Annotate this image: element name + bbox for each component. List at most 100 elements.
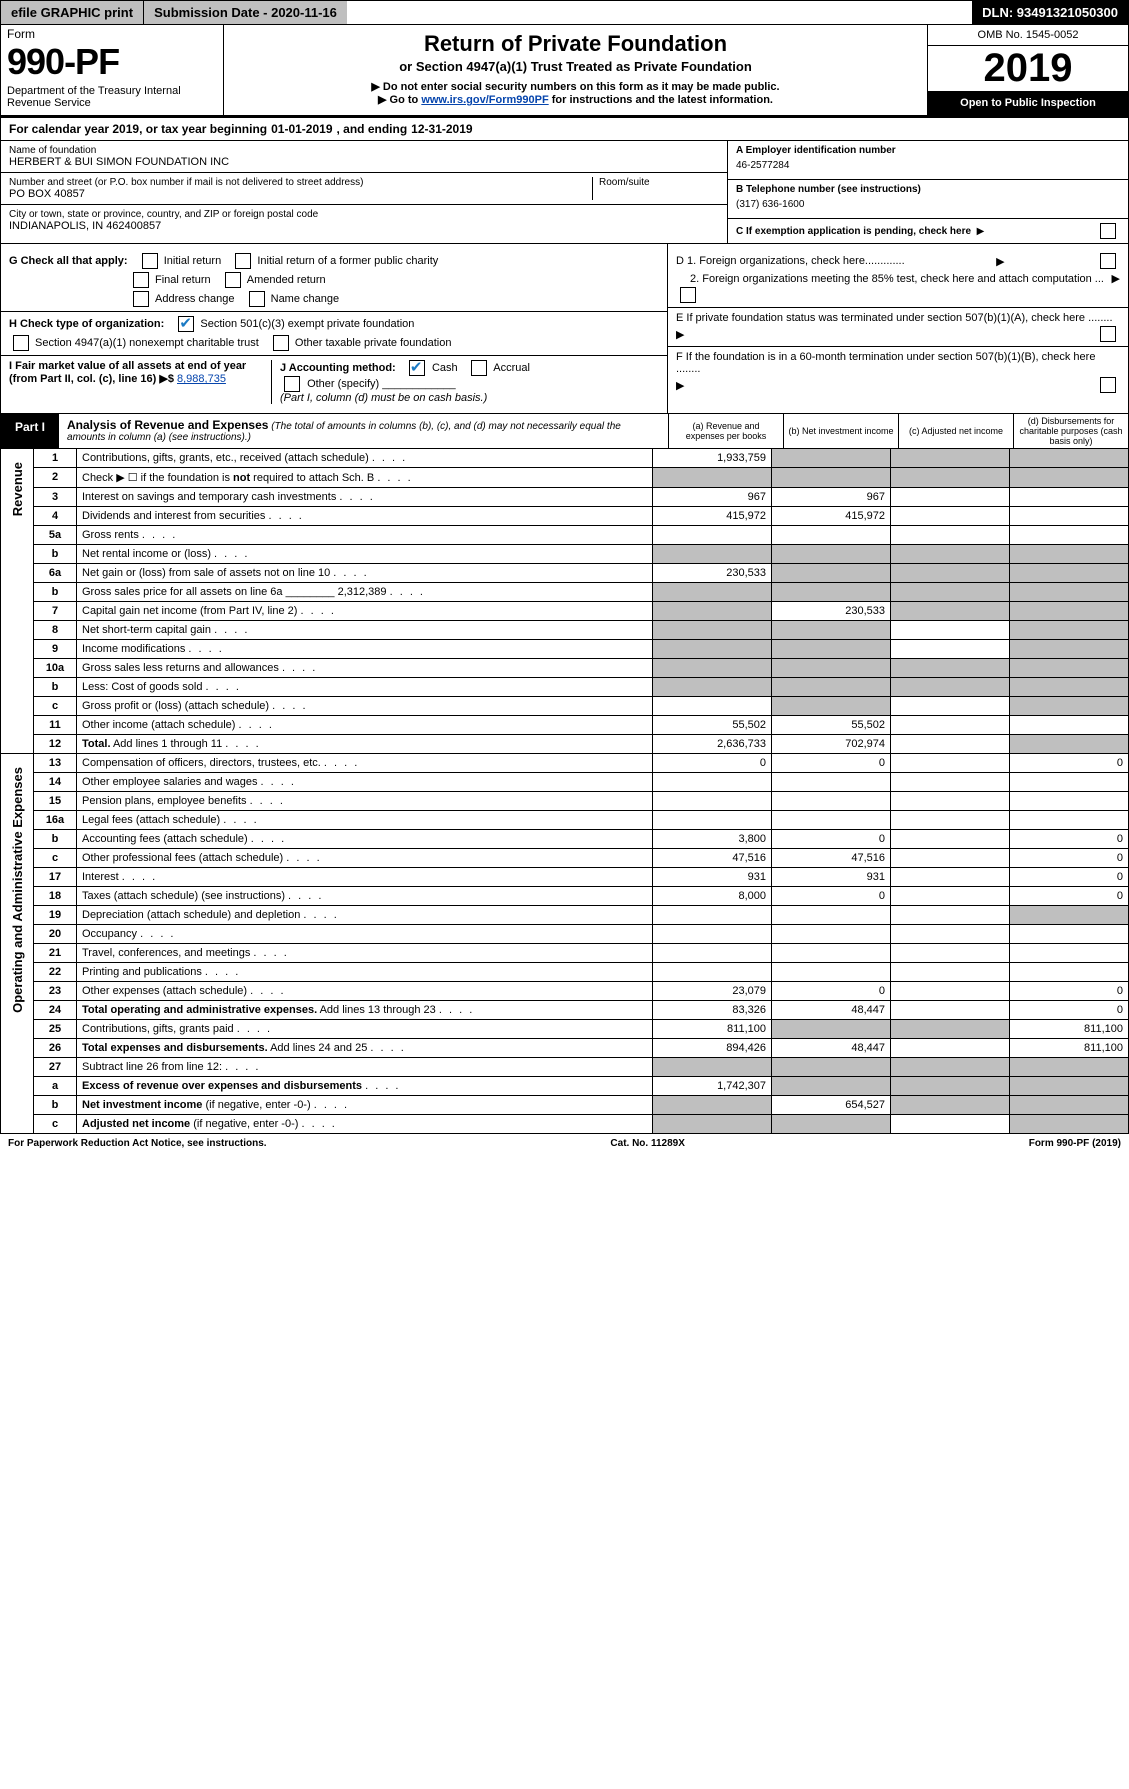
cell-col-b: 0 [772, 887, 891, 906]
cell-col-c [891, 526, 1010, 545]
accrual-checkbox[interactable] [471, 360, 487, 376]
cell-col-a: 415,972 [653, 507, 772, 526]
ein-label: A Employer identification number [736, 145, 896, 156]
cell-col-a: 55,502 [653, 716, 772, 735]
cell-col-c [891, 1020, 1010, 1039]
cell-col-c [891, 583, 1010, 602]
cell-col-d [1010, 449, 1129, 468]
cell-col-a [653, 468, 772, 488]
part1-table: Revenue1Contributions, gifts, grants, et… [0, 448, 1129, 1134]
cell-col-b [772, 792, 891, 811]
line-number: 8 [34, 621, 77, 640]
amended-return-checkbox[interactable] [225, 272, 241, 288]
cell-col-d: 0 [1010, 754, 1129, 773]
addr-label: Number and street (or P.O. box number if… [9, 177, 592, 188]
cell-col-b [772, 1115, 891, 1134]
cell-col-a [653, 640, 772, 659]
address: PO BOX 40857 [9, 188, 592, 200]
initial-return-checkbox[interactable] [142, 253, 158, 269]
line-desc: Net investment income (if negative, ente… [77, 1096, 653, 1115]
cell-col-b: 702,974 [772, 735, 891, 754]
address-change-checkbox[interactable] [133, 291, 149, 307]
name-change-checkbox[interactable] [249, 291, 265, 307]
fmv-value[interactable]: 8,988,735 [177, 373, 226, 385]
line-desc: Other professional fees (attach schedule… [77, 849, 653, 868]
form-footer: Form 990-PF (2019) [1029, 1138, 1121, 1149]
tax-year: 2019 [928, 46, 1128, 91]
cell-col-d [1010, 735, 1129, 754]
cell-col-d [1010, 621, 1129, 640]
line-number: 3 [34, 488, 77, 507]
cell-col-c [891, 830, 1010, 849]
f-label: F If the foundation is in a 60-month ter… [676, 351, 1120, 375]
cell-col-c [891, 735, 1010, 754]
e-checkbox[interactable] [1100, 326, 1116, 342]
cell-col-d [1010, 564, 1129, 583]
f-checkbox[interactable] [1100, 377, 1116, 393]
line-desc: Total expenses and disbursements. Add li… [77, 1039, 653, 1058]
line-number: 5a [34, 526, 77, 545]
table-row: cGross profit or (loss) (attach schedule… [1, 697, 1129, 716]
line-desc: Gross profit or (loss) (attach schedule)… [77, 697, 653, 716]
cell-col-b: 967 [772, 488, 891, 507]
table-row: bAccounting fees (attach schedule) . . .… [1, 830, 1129, 849]
cell-col-c [891, 602, 1010, 621]
d2-checkbox[interactable] [680, 287, 696, 303]
h-label: H Check type of organization: [9, 318, 164, 330]
form-subtitle: or Section 4947(a)(1) Trust Treated as P… [232, 59, 919, 74]
cell-col-d [1010, 1096, 1129, 1115]
irs-link[interactable]: www.irs.gov/Form990PF [421, 94, 548, 106]
city-state-zip: INDIANAPOLIS, IN 462400857 [9, 220, 719, 232]
table-row: aExcess of revenue over expenses and dis… [1, 1077, 1129, 1096]
501c3-checkbox[interactable] [178, 316, 194, 332]
line-number: c [34, 1115, 77, 1134]
table-row: 24Total operating and administrative exp… [1, 1001, 1129, 1020]
cell-col-d: 0 [1010, 868, 1129, 887]
initial-former-checkbox[interactable] [235, 253, 251, 269]
cell-col-a: 23,079 [653, 982, 772, 1001]
final-return-checkbox[interactable] [133, 272, 149, 288]
other-method-checkbox[interactable] [284, 376, 300, 392]
table-row: 3Interest on savings and temporary cash … [1, 488, 1129, 507]
col-c-header: (c) Adjusted net income [898, 414, 1013, 448]
cell-col-a [653, 678, 772, 697]
line-number: 7 [34, 602, 77, 621]
line-desc: Capital gain net income (from Part IV, l… [77, 602, 653, 621]
table-row: 25Contributions, gifts, grants paid . . … [1, 1020, 1129, 1039]
cell-col-a: 967 [653, 488, 772, 507]
efile-button[interactable]: efile GRAPHIC print [1, 1, 144, 24]
line-number: 14 [34, 773, 77, 792]
cell-col-b [772, 468, 891, 488]
cell-col-a [653, 773, 772, 792]
other-taxable-checkbox[interactable] [273, 335, 289, 351]
d1-checkbox[interactable] [1100, 253, 1116, 269]
line-desc: Total. Add lines 1 through 11 . . . . [77, 735, 653, 754]
cell-col-d [1010, 963, 1129, 982]
line-desc: Subtract line 26 from line 12: . . . . [77, 1058, 653, 1077]
line-desc: Less: Cost of goods sold . . . . [77, 678, 653, 697]
side-label: Operating and Administrative Expenses [1, 754, 34, 1134]
line-number: 1 [34, 449, 77, 468]
line-number: b [34, 678, 77, 697]
cell-col-d [1010, 716, 1129, 735]
cell-col-a [653, 792, 772, 811]
line-desc: Dividends and interest from securities .… [77, 507, 653, 526]
cell-col-b [772, 1058, 891, 1077]
c-checkbox[interactable] [1100, 223, 1116, 239]
cell-col-a: 931 [653, 868, 772, 887]
table-row: 26Total expenses and disbursements. Add … [1, 1039, 1129, 1058]
cell-col-b [772, 583, 891, 602]
cell-col-d [1010, 1058, 1129, 1077]
paperwork-notice: For Paperwork Reduction Act Notice, see … [8, 1138, 267, 1149]
cell-col-c [891, 982, 1010, 1001]
line-number: b [34, 583, 77, 602]
4947-checkbox[interactable] [13, 335, 29, 351]
line-desc: Adjusted net income (if negative, enter … [77, 1115, 653, 1134]
cell-col-b [772, 526, 891, 545]
line-number: 17 [34, 868, 77, 887]
cash-checkbox[interactable] [409, 360, 425, 376]
cell-col-b: 48,447 [772, 1001, 891, 1020]
table-row: cAdjusted net income (if negative, enter… [1, 1115, 1129, 1134]
omb-number: OMB No. 1545-0052 [928, 25, 1128, 46]
line-number: 20 [34, 925, 77, 944]
